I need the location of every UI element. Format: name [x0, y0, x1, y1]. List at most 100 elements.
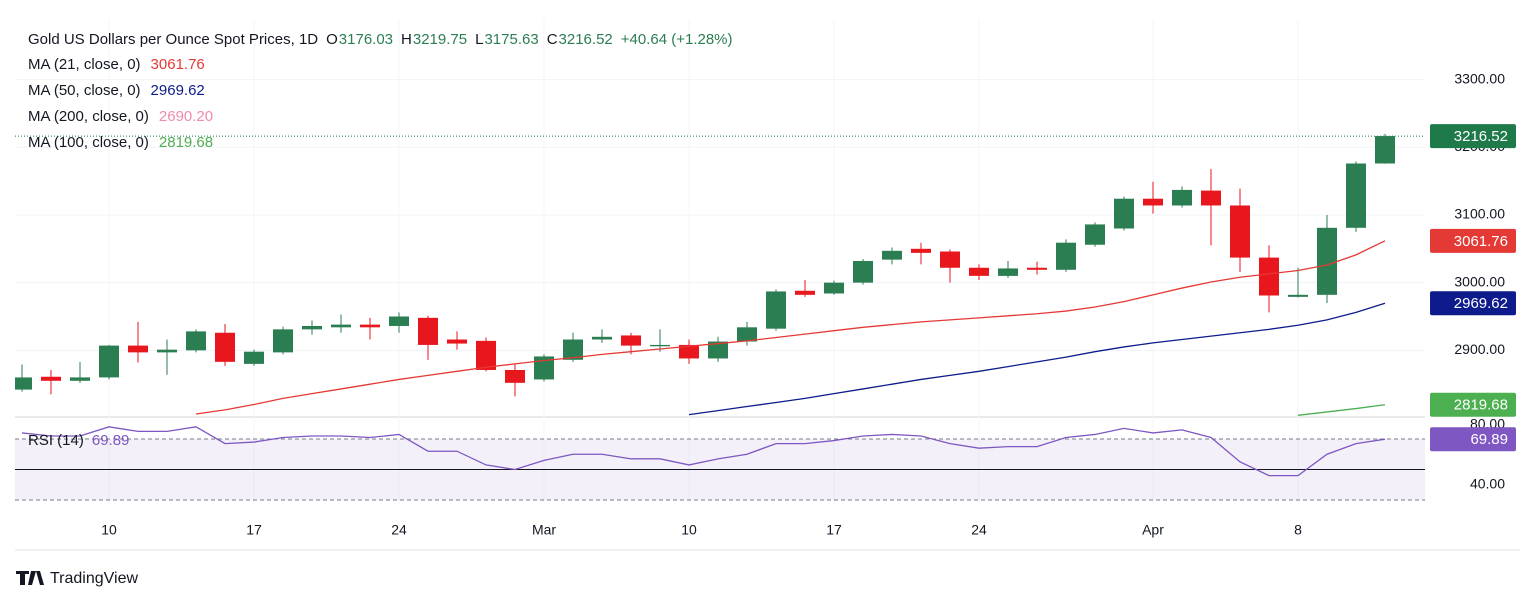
candle-body — [15, 377, 32, 390]
y-tick-label: 3000.00 — [1454, 273, 1505, 289]
ma-badge-bg — [1430, 392, 1516, 417]
candle-body — [940, 251, 960, 268]
overlay-layer: 3216.52 3061.76 2969.62 2819.68 69.89 Gold US… — [15, 31, 1516, 452]
ma-badge-bg — [1430, 228, 1516, 253]
candle-body — [563, 339, 583, 360]
ohlc-value: 3219.75 — [413, 31, 467, 48]
candle-body — [1027, 267, 1047, 270]
rsi-tick-label: 40.00 — [1470, 475, 1505, 491]
x-tick-label: 17 — [826, 522, 842, 538]
candle-body — [708, 341, 728, 359]
y-tick-label: 3300.00 — [1454, 70, 1505, 86]
legend-value: 3061.76 — [151, 56, 205, 73]
candle-body — [650, 344, 670, 347]
legend-name: MA (50, close, 0) — [28, 82, 141, 99]
candle-body — [911, 248, 931, 253]
candle-body — [1056, 242, 1076, 270]
last-price-badge-bg — [1430, 124, 1516, 149]
legend-value: 2819.68 — [159, 134, 213, 151]
x-tick-label: 8 — [1294, 522, 1302, 538]
x-tick-label: 17 — [246, 522, 262, 538]
ma-badge: 2819.68 — [1454, 397, 1508, 414]
candle-body — [1172, 189, 1192, 206]
candle-body — [1201, 190, 1221, 206]
rsi-value: 69.89 — [92, 432, 130, 449]
candle-body — [853, 260, 873, 283]
ohlc-key: L — [475, 31, 483, 48]
candle-body — [737, 327, 757, 342]
plot-area — [15, 133, 1395, 416]
candle-body — [186, 331, 206, 351]
logo: TradingView — [16, 570, 138, 587]
candle-body — [302, 325, 322, 330]
candle-body — [1288, 294, 1308, 297]
candle-body — [418, 317, 438, 345]
candle-body — [70, 377, 90, 381]
chart-title: Gold US Dollars per Ounce Spot Prices, 1… — [28, 31, 318, 48]
candle-body — [882, 250, 902, 260]
candle-body — [1143, 198, 1163, 206]
candle-body — [215, 332, 235, 362]
legend-name: MA (100, close, 0) — [28, 134, 149, 151]
price-change: +40.64 (+1.28%) — [621, 31, 733, 48]
ohlc-value: 3175.63 — [484, 31, 538, 48]
legend-value: 2690.20 — [159, 108, 213, 125]
candle-body — [1259, 257, 1279, 296]
candle-body — [1085, 224, 1105, 245]
ma-badge: 3061.76 — [1454, 233, 1508, 250]
rsi-name: RSI (14) — [28, 432, 84, 449]
candle-body — [447, 339, 467, 344]
candle-body — [824, 282, 844, 294]
candle-body — [128, 345, 148, 353]
candle-body — [998, 268, 1018, 276]
ohlc-key: H — [401, 31, 412, 48]
ma-badge: 2969.62 — [1454, 295, 1508, 312]
x-tick-label: 24 — [971, 522, 987, 538]
candle-body — [331, 324, 351, 328]
x-tick-label: 24 — [391, 522, 407, 538]
ohlc-key: O — [326, 31, 338, 48]
candle-body — [99, 345, 119, 378]
ohlc-key: C — [547, 31, 558, 48]
rsi-badge: 69.89 — [1470, 431, 1508, 448]
ohlc-value: 3216.52 — [559, 31, 613, 48]
moving-average — [688, 302, 1386, 416]
candle-body — [476, 340, 496, 370]
candle-body — [273, 329, 293, 353]
candle-body — [534, 356, 554, 380]
candle-body — [41, 376, 61, 381]
candle-body — [157, 349, 177, 353]
candle-body — [1114, 198, 1134, 229]
x-tick-label: 10 — [101, 522, 117, 538]
last-price-badge: 3216.52 — [1454, 128, 1508, 145]
candle-body — [621, 335, 641, 346]
candle-body — [244, 351, 264, 364]
candle-body — [360, 324, 380, 328]
candle-body — [592, 336, 612, 340]
x-tick-label: Apr — [1142, 522, 1164, 538]
moving-average — [1297, 404, 1386, 416]
candle-body — [766, 291, 786, 329]
rsi-badge-bg — [1430, 427, 1516, 452]
legend-name: MA (200, close, 0) — [28, 108, 149, 125]
candle-body — [795, 290, 815, 295]
candle-body — [1317, 227, 1337, 295]
candle-body — [1346, 163, 1366, 228]
x-tick-label: 10 — [681, 522, 697, 538]
ma-badge-bg — [1430, 291, 1516, 316]
candle-body — [389, 316, 409, 326]
candle-body — [505, 369, 525, 383]
candle-body — [969, 267, 989, 276]
candle-body — [1375, 136, 1395, 164]
rsi-line — [21, 426, 1386, 477]
brand: TradingView — [50, 570, 138, 587]
candle-body — [1230, 205, 1250, 258]
base-layer: 2900.003000.003100.003200.003300.0010172… — [15, 20, 1505, 538]
candle-body — [679, 344, 699, 359]
moving-average — [195, 240, 1386, 415]
ohlc-value: 3176.03 — [339, 31, 393, 48]
legend-value: 2969.62 — [151, 82, 205, 99]
y-tick-label: 2900.00 — [1454, 341, 1505, 357]
y-tick-label: 3100.00 — [1454, 206, 1505, 222]
